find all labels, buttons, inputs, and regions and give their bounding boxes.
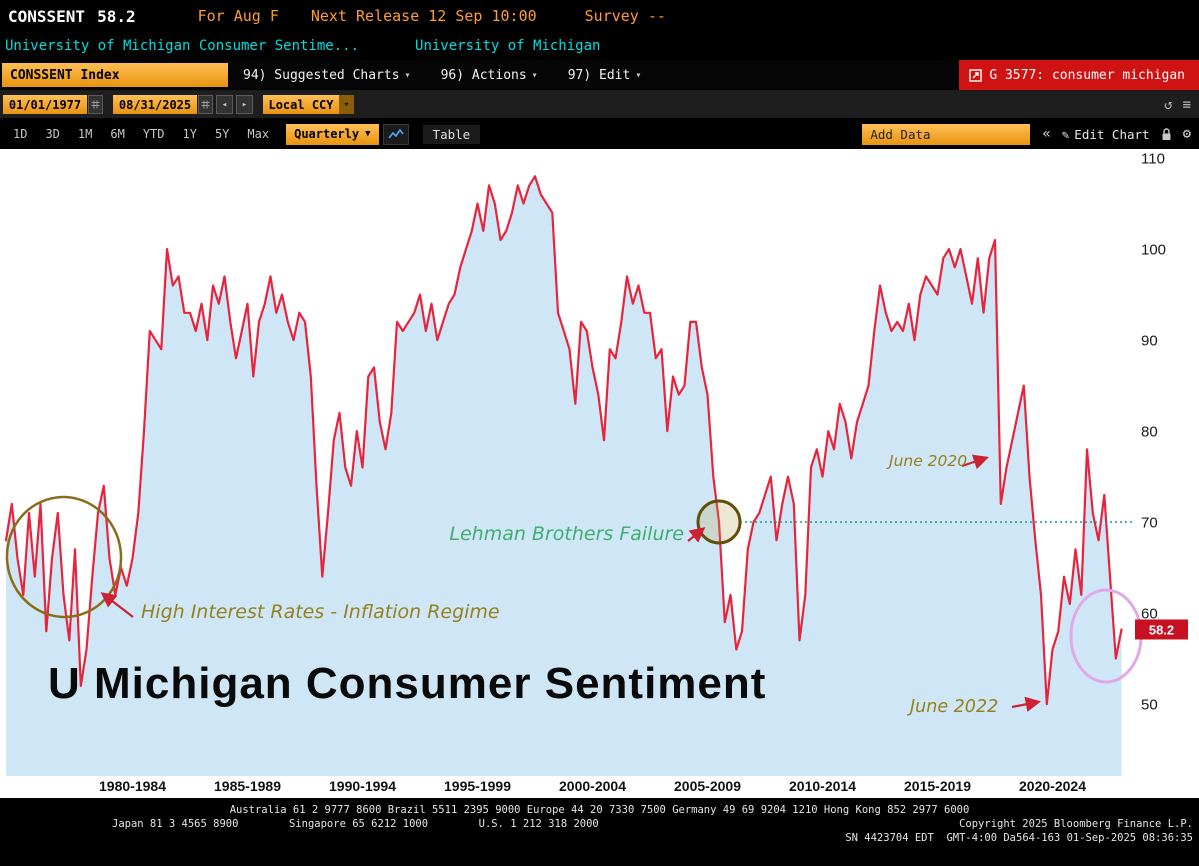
footer-terminal-id: SN 4423704 EDT GMT-4:00 Da564-163 01-Sep… (845, 832, 1193, 844)
june-2022-annotation: June 2022 (907, 697, 998, 717)
chart-style-button[interactable] (382, 123, 409, 145)
y-axis: 110 100 90 80 70 60 50 (1141, 151, 1166, 714)
x-tick-label: 1995-1999 (444, 778, 511, 794)
launchpad-label: G 3577: consumer michigan (989, 67, 1185, 83)
lock-icon[interactable] (1161, 127, 1172, 141)
title-bar: CONSSENT 58.2 For Aug F Next Release 12 … (0, 0, 1199, 32)
open-chart-icon (969, 68, 983, 82)
date-range-bar: 01/01/1977 08/31/2025 ◂ ▸ Local CCY ▾ ↺ … (0, 91, 1199, 119)
june-2022-arrow (1011, 696, 1042, 712)
range-button-1m[interactable]: 1M (77, 127, 93, 141)
chart-canvas[interactable]: High Interest Rates - Inflation Regime L… (0, 149, 1199, 776)
calendar-icon[interactable] (88, 95, 103, 114)
range-button-max[interactable]: Max (247, 127, 270, 141)
pencil-icon: ✎ (1061, 126, 1070, 142)
terminal-footer: Australia 61 2 9777 8600 Brazil 5511 239… (0, 798, 1199, 866)
y-tick-label: 70 (1141, 515, 1158, 532)
lehman-annotation: Lehman Brothers Failure (449, 523, 684, 545)
prev-period-button[interactable]: ◂ (216, 95, 233, 114)
last-value-badge-group: 58.2 (1135, 619, 1188, 640)
security-input[interactable]: CONSSENT Index (2, 63, 228, 87)
calendar-icon[interactable] (198, 95, 213, 114)
x-tick-label: 1985-1989 (214, 778, 281, 794)
menu-suggested-charts[interactable]: 94) Suggested Charts ▾ (228, 68, 426, 83)
june-2020-annotation: June 2020 (886, 452, 967, 470)
security-description-bar: University of Michigan Consumer Sentime.… (0, 32, 1199, 60)
menu-actions[interactable]: 96) Actions ▾ (426, 68, 553, 83)
menu-edit[interactable]: 97) Edit ▾ (553, 68, 657, 83)
y-tick-label: 60 (1141, 606, 1158, 623)
range-button-1d[interactable]: 1D (13, 127, 28, 141)
range-button-ytd[interactable]: YTD (142, 127, 165, 141)
june-2020-arrow (961, 454, 989, 470)
chart-toolbar: 1D 3D 1M 6M YTD 1Y 5Y Max Quarterly ▼ Table Add… (0, 119, 1199, 149)
range-buttons: 1D 3D 1M 6M YTD 1Y 5Y Max (4, 127, 278, 141)
ticker-symbol: CONSSENT (8, 6, 86, 26)
x-axis-labels: 1980-1984 1985-1989 1990-1994 1995-1999 2000… (0, 776, 1199, 798)
x-tick-label: 1980-1984 (99, 778, 166, 794)
periodicity-label: Quarterly (294, 127, 360, 141)
edit-chart-button[interactable]: ✎ Edit Chart (1062, 127, 1150, 142)
menu-suggested-charts-label: 94) Suggested Charts (243, 67, 400, 83)
footer-phones-2: Japan 81 3 4565 8900 Singapore 65 6212 1… (112, 818, 599, 830)
x-tick-label: 2005-2009 (674, 778, 741, 794)
last-value-badge-text: 58.2 (1149, 622, 1174, 637)
range-button-5y[interactable]: 5Y (214, 127, 230, 141)
footer-copyright: Copyright 2025 Bloomberg Finance L.P. (959, 818, 1193, 830)
chevron-down-icon: ▼ (365, 129, 371, 139)
add-data-input[interactable]: Add Data (862, 123, 1031, 145)
y-tick-label: 100 (1141, 242, 1166, 259)
y-tick-label: 50 (1141, 697, 1158, 714)
last-value-badge (1135, 619, 1188, 640)
x-tick-label: 2015-2019 (904, 778, 971, 794)
chevron-down-icon: ▾ (635, 69, 642, 81)
next-release-label: Next Release 12 Sep 10:00 (310, 7, 537, 25)
line-chart-icon (387, 128, 404, 140)
x-tick-label: 2010-2014 (789, 778, 856, 794)
date-to-input[interactable]: 08/31/2025 (113, 95, 197, 114)
settings-gear-icon[interactable]: ⚙ (1182, 126, 1191, 142)
lehman-arrow (687, 527, 706, 543)
menu-actions-label: 96) Actions (440, 67, 527, 83)
menu-edit-label: 97) Edit (567, 67, 631, 83)
launchpad-button[interactable]: G 3577: consumer michigan (959, 60, 1199, 90)
date-from-input[interactable]: 01/01/1977 (3, 95, 87, 114)
range-button-6m[interactable]: 6M (110, 127, 125, 141)
y-tick-label: 80 (1141, 424, 1158, 441)
security-source: University of Michigan (415, 38, 601, 54)
chart-title: U Michigan Consumer Sentiment (48, 659, 766, 708)
edit-chart-label: Edit Chart (1074, 126, 1150, 142)
currency-dropdown[interactable]: Local CCY (263, 95, 339, 114)
x-tick-label: 2020-2024 (1019, 778, 1086, 794)
inflation-regime-circle (5, 495, 123, 619)
table-button[interactable]: Table (422, 124, 481, 144)
next-period-button[interactable]: ▸ (236, 95, 253, 114)
menu-icon[interactable]: ≡ (1182, 96, 1191, 113)
y-tick-label: 90 (1141, 333, 1158, 350)
x-tick-label: 1990-1994 (329, 778, 396, 794)
inflation-regime-arrow (100, 592, 134, 618)
lehman-circle (696, 499, 742, 545)
footer-phones-1: Australia 61 2 9777 8600 Brazil 5511 239… (229, 804, 970, 816)
y-tick-label: 110 (1141, 151, 1165, 168)
chevron-down-icon[interactable]: ▾ (339, 95, 354, 114)
ticker-last-value: 58.2 (97, 6, 136, 26)
period-label: For Aug F (197, 7, 279, 25)
inflation-regime-annotation: High Interest Rates - Inflation Regime (141, 601, 500, 623)
collapse-panel-icon[interactable]: « (1042, 126, 1051, 142)
range-button-1y[interactable]: 1Y (182, 127, 197, 141)
menu-bar: CONSSENT Index 94) Suggested Charts ▾ 96… (0, 60, 1199, 91)
chevron-down-icon: ▾ (404, 69, 411, 81)
chart-area[interactable]: High Interest Rates - Inflation Regime L… (0, 149, 1199, 776)
security-description: University of Michigan Consumer Sentime.… (5, 38, 360, 54)
periodicity-dropdown[interactable]: Quarterly ▼ (286, 123, 379, 145)
chevron-down-icon: ▾ (531, 69, 538, 81)
refresh-icon[interactable]: ↺ (1164, 96, 1173, 113)
survey-label: Survey -- (584, 7, 666, 25)
series-line (4, 175, 1123, 706)
series-area-fill (6, 176, 1122, 776)
x-tick-label: 2000-2004 (559, 778, 626, 794)
range-button-3d[interactable]: 3D (45, 127, 60, 141)
